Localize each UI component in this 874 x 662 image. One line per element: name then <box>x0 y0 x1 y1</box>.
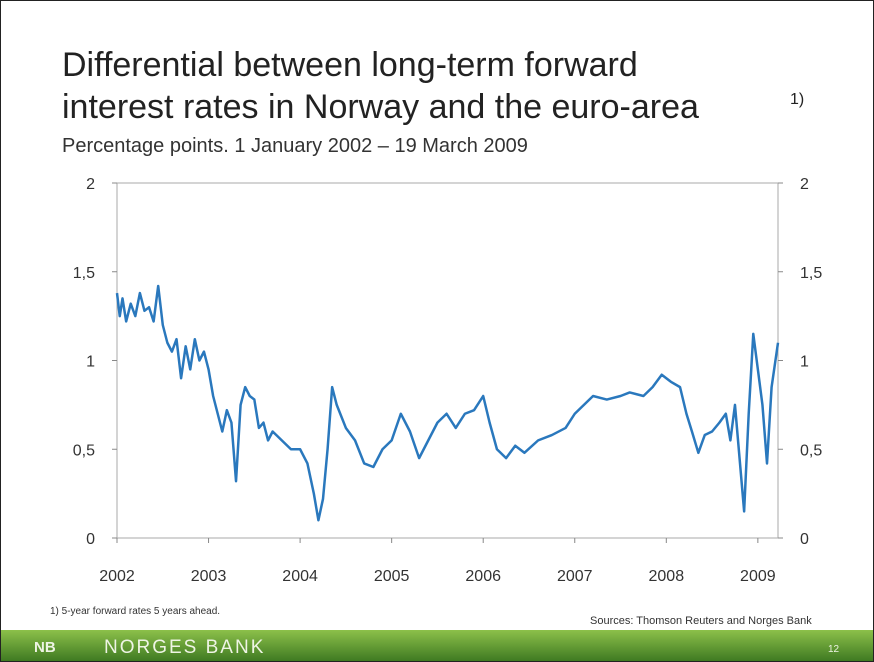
footer-bank: NORGES BANK <box>104 637 265 658</box>
footer-bar <box>1 630 873 661</box>
footer-logo: NB <box>34 639 56 656</box>
source: Sources: Thomson Reuters and Norges Bank <box>590 615 812 627</box>
y-tick-label: 0 <box>86 531 95 548</box>
subtitle: Percentage points. 1 January 2002 – 19 M… <box>62 135 528 157</box>
y2-tick-label: 0,5 <box>800 442 822 459</box>
y2-tick-label: 1,5 <box>800 265 822 282</box>
x-tick-label: 2003 <box>191 568 227 585</box>
title-line: interest rates in Norway and the euro-ar… <box>62 88 699 126</box>
x-tick-label: 2002 <box>99 568 135 585</box>
x-tick-label: 2009 <box>740 568 776 585</box>
y-tick-label: 1 <box>86 354 95 371</box>
x-tick-label: 2005 <box>374 568 410 585</box>
y-tick-label: 2 <box>86 176 95 193</box>
x-tick-label: 2007 <box>557 568 593 585</box>
footnote: 1) 5-year forward rates 5 years ahead. <box>50 606 220 617</box>
x-tick-label: 2008 <box>649 568 685 585</box>
y-tick-label: 0,5 <box>73 442 95 459</box>
y-tick-label: 1,5 <box>73 265 95 282</box>
y2-tick-label: 0 <box>800 531 809 548</box>
title-note: 1) <box>790 91 804 108</box>
y2-tick-label: 1 <box>800 354 809 371</box>
page-number: 12 <box>828 644 840 655</box>
data-line <box>115 284 780 522</box>
x-tick-label: 2006 <box>465 568 501 585</box>
y2-tick-label: 2 <box>800 176 809 193</box>
x-tick-label: 2004 <box>282 568 318 585</box>
title-line: Differential between long-term forward <box>62 46 638 84</box>
